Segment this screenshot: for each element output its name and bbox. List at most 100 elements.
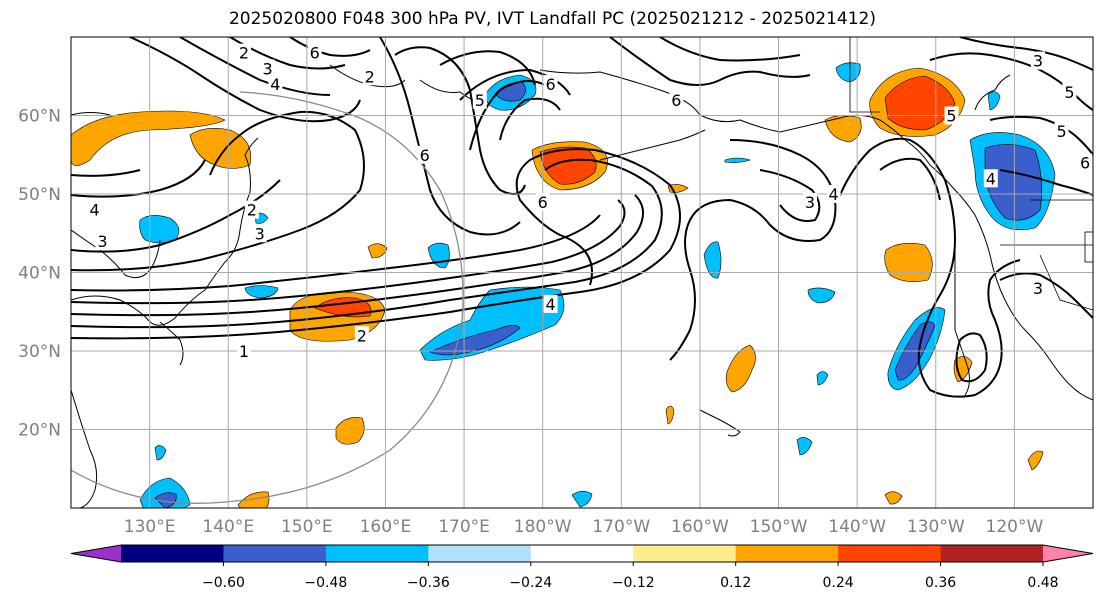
contour-label: 3	[805, 193, 815, 212]
colorbar-extend-low	[71, 545, 121, 562]
lon-tick-label: 130°W	[907, 517, 965, 537]
colorbar-tick-label: −0.36	[407, 575, 450, 591]
lon-tick-label: 180°W	[514, 517, 572, 537]
contour-label: 4	[270, 75, 280, 94]
contour-label: 5	[1064, 83, 1074, 102]
colorbar-tick-label: −0.12	[612, 575, 655, 591]
colorbar-tick-label: 0.12	[720, 575, 751, 591]
contour-label: 4	[986, 169, 996, 188]
contour-label-bg	[1062, 82, 1077, 101]
lon-axis: 130°E 140°E 150°E 160°E 170°E 180°W 170°W 160°W…	[124, 517, 1044, 537]
map-frame	[70, 36, 1094, 509]
coastlines	[71, 64, 1093, 508]
range-circle	[71, 91, 464, 504]
contour-label: 4	[89, 201, 99, 220]
contour-label-bg	[244, 200, 259, 219]
contour-label: 4	[545, 295, 555, 314]
lat-tick-label: 50°N	[18, 185, 61, 205]
colorbar-tick-label: 0.48	[1027, 575, 1058, 591]
pv-negative-strong	[429, 325, 521, 356]
lat-tick-label: 40°N	[18, 264, 61, 284]
pv-positive-area	[725, 344, 756, 393]
colorbar-segment	[428, 545, 532, 562]
pv-positive-strong	[884, 75, 956, 131]
contour-label-bg	[543, 294, 558, 313]
contour-label: 4	[828, 185, 838, 204]
pv-contours	[71, 37, 1093, 398]
contour-label-bg	[1030, 51, 1045, 70]
contour-label-bg	[1030, 279, 1045, 298]
contour-label: 6	[420, 146, 430, 165]
colorbar: −0.60 −0.48 −0.36 −0.24 −0.12 0.12 0.24 0.36 0.4…	[70, 544, 1094, 591]
contour-label: 6	[1080, 154, 1090, 173]
colorbar-outline	[70, 544, 1094, 563]
contour-label-bg	[307, 43, 322, 62]
colorbar-segment	[633, 545, 737, 562]
colorbar-tick-label: 0.24	[823, 575, 854, 591]
pv-positive-area	[71, 110, 226, 166]
contour-label: 5	[1056, 122, 1066, 141]
pv-negative-area	[987, 91, 1001, 111]
pv-positive-area	[335, 417, 365, 445]
pv-negative-area	[244, 285, 279, 299]
lon-tick-label: 130°E	[124, 517, 176, 537]
contour-label: 3	[1033, 52, 1043, 71]
contour-label: 3	[262, 59, 272, 78]
contour-label: 3	[255, 224, 265, 243]
pv-negative-area	[427, 242, 450, 269]
contour-label-bg	[354, 326, 369, 345]
colorbar-segment	[325, 545, 429, 562]
colorbar-segment	[940, 545, 1044, 562]
pv-positive-area	[824, 115, 862, 143]
pv-negative-area	[816, 371, 829, 386]
contour-label: 2	[239, 44, 249, 63]
contour-label-bg	[944, 106, 959, 125]
contour-label: 2	[357, 326, 367, 345]
contour-label: 1	[239, 342, 249, 361]
colorbar-tick-label: 0.36	[925, 575, 956, 591]
contour-label-bg	[472, 90, 487, 109]
contour-label-bg	[1078, 153, 1093, 172]
contour-label-bg	[236, 43, 251, 62]
map-title: 2025020800 F048 300 hPa PV, IVT Landfall…	[228, 9, 876, 29]
lat-tick-label: 20°N	[18, 421, 61, 441]
contour-label-bg	[362, 67, 377, 86]
lon-tick-label: 140°E	[202, 517, 254, 537]
contour-label-bg	[95, 232, 110, 251]
contour-label: 3	[97, 232, 107, 251]
pv-positive-area	[367, 243, 388, 259]
pv-positive-strong	[539, 146, 597, 185]
contour-label: 6	[671, 91, 681, 110]
lon-tick-label: 160°W	[671, 517, 729, 537]
contour-label-bg	[268, 75, 283, 94]
colorbar-segment	[838, 545, 942, 562]
contour-label: 6	[538, 193, 548, 212]
lat-tick-label: 60°N	[18, 107, 61, 127]
contour-label-bg	[236, 342, 251, 360]
contour-label: 2	[247, 201, 257, 220]
lon-tick-label: 140°W	[828, 517, 886, 537]
pv-positive-area	[884, 243, 933, 282]
contour-label-bg	[417, 145, 432, 164]
pv-negative-strong	[154, 492, 177, 508]
lon-tick-label: 170°W	[592, 517, 650, 537]
contour-label-bg	[826, 185, 841, 203]
contour-label-bg	[252, 224, 267, 243]
colorbar-segment	[530, 545, 634, 562]
pv-negative-area	[571, 490, 593, 508]
pv-negative-area	[796, 437, 813, 456]
pv-negative-area	[154, 445, 167, 461]
pv-negative-area	[835, 62, 861, 83]
lon-tick-label: 150°E	[281, 517, 333, 537]
lat-tick-label: 30°N	[18, 342, 61, 362]
colorbar-segment	[223, 545, 327, 562]
colorbar-tick-label: −0.60	[202, 575, 245, 591]
pv-negative-area	[139, 215, 180, 244]
colorbar-tick-label: −0.24	[509, 575, 552, 591]
colorbar-extend-high	[1043, 545, 1093, 562]
political-borders	[849, 37, 1093, 311]
colorbar-segment	[121, 545, 224, 562]
pv-positive-area	[1027, 450, 1044, 471]
pv-negative-strong	[494, 81, 526, 102]
pv-positive-area	[665, 405, 675, 425]
